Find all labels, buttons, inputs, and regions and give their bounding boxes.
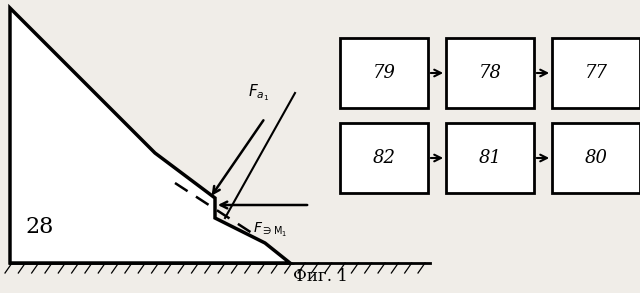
Text: $F_{\mathsf{\ni M}_1}$: $F_{\mathsf{\ni M}_1}$ — [253, 221, 287, 239]
Text: 79: 79 — [372, 64, 396, 82]
Bar — [446, 38, 534, 108]
Text: 28: 28 — [25, 216, 53, 238]
Text: 77: 77 — [584, 64, 607, 82]
Bar — [446, 123, 534, 193]
Polygon shape — [10, 8, 290, 263]
Text: Фиг. 1: Фиг. 1 — [292, 268, 348, 285]
Text: 82: 82 — [372, 149, 396, 167]
Bar — [552, 123, 640, 193]
Text: $F_{a_1}$: $F_{a_1}$ — [248, 82, 269, 103]
Text: 81: 81 — [479, 149, 502, 167]
Text: 78: 78 — [479, 64, 502, 82]
Bar — [340, 123, 428, 193]
Bar — [552, 38, 640, 108]
Text: 80: 80 — [584, 149, 607, 167]
Bar — [340, 38, 428, 108]
